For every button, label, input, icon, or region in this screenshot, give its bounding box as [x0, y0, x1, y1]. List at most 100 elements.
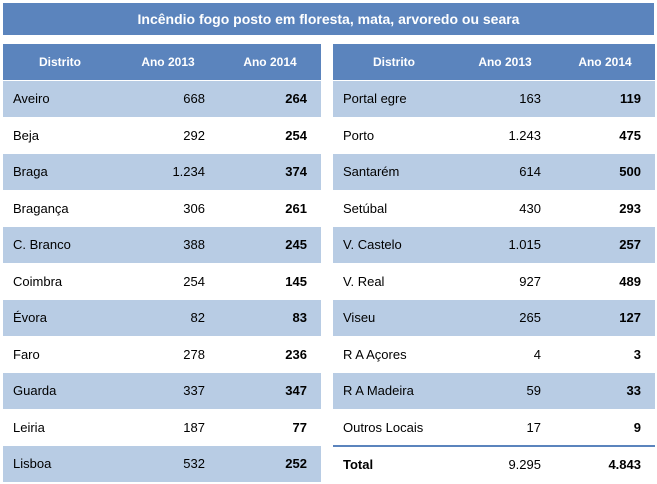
district-cell: Setúbal	[333, 190, 455, 227]
district-cell: V. Castelo	[333, 226, 455, 264]
table-row: Bragança 306 261	[3, 190, 321, 227]
value-2014-cell: 500	[555, 153, 655, 191]
table-row: Coimbra 254 145	[3, 263, 321, 300]
total-row: Total 9.295 4.843	[333, 445, 655, 484]
right-table: Distrito Ano 2013 Ano 2014 Portal egre 1…	[333, 44, 655, 484]
value-2014-cell: 9	[555, 409, 655, 447]
value-2014-cell: 347	[219, 372, 321, 410]
value-2013-cell: 306	[117, 190, 219, 227]
value-2013-cell: 614	[455, 153, 555, 191]
district-cell: Outros Locais	[333, 409, 455, 447]
table-row: V. Castelo 1.015 257	[333, 226, 655, 264]
value-2014-cell: 489	[555, 263, 655, 300]
value-2013-cell: 1.243	[455, 117, 555, 154]
table-title: Incêndio fogo posto em floresta, mata, a…	[3, 3, 654, 35]
value-2013-cell: 187	[117, 409, 219, 446]
value-2013-cell: 59	[455, 372, 555, 410]
district-cell: Aveiro	[3, 80, 117, 118]
district-cell: Coimbra	[3, 263, 117, 300]
value-2013-cell: 82	[117, 299, 219, 337]
table-row: Santarém 614 500	[333, 153, 655, 191]
table-row: R A Açores 4 3	[333, 336, 655, 373]
header-district: Distrito	[333, 44, 455, 81]
right-header-row: Distrito Ano 2013 Ano 2014	[333, 44, 655, 81]
value-2013-cell: 254	[117, 263, 219, 300]
total-label: Total	[333, 445, 455, 484]
table-row: V. Real 927 489	[333, 263, 655, 300]
value-2014-cell: 3	[555, 336, 655, 373]
value-2014-cell: 257	[555, 226, 655, 264]
value-2014-cell: 261	[219, 190, 321, 227]
table-row: C. Branco 388 245	[3, 226, 321, 264]
left-header-row: Distrito Ano 2013 Ano 2014	[3, 44, 321, 81]
value-2013-cell: 17	[455, 409, 555, 447]
table-row: Beja 292 254	[3, 117, 321, 154]
value-2014-cell: 264	[219, 80, 321, 118]
value-2013-cell: 163	[455, 80, 555, 118]
value-2014-cell: 252	[219, 445, 321, 483]
district-cell: Viseu	[333, 299, 455, 337]
district-cell: Braga	[3, 153, 117, 191]
district-cell: Santarém	[333, 153, 455, 191]
header-2014: Ano 2014	[219, 44, 321, 81]
district-cell: C. Branco	[3, 226, 117, 264]
value-2014-cell: 83	[219, 299, 321, 337]
header-2014: Ano 2014	[555, 44, 655, 81]
value-2013-cell: 337	[117, 372, 219, 410]
value-2014-cell: 293	[555, 190, 655, 227]
table-row: R A Madeira 59 33	[333, 372, 655, 410]
value-2013-cell: 927	[455, 263, 555, 300]
district-cell: Faro	[3, 336, 117, 373]
value-2013-cell: 388	[117, 226, 219, 264]
value-2014-cell: 236	[219, 336, 321, 373]
table-row: Viseu 265 127	[333, 299, 655, 337]
table-row: Porto 1.243 475	[333, 117, 655, 154]
left-table: Distrito Ano 2013 Ano 2014 Aveiro 668 26…	[3, 44, 321, 483]
value-2014-cell: 254	[219, 117, 321, 154]
header-district: Distrito	[3, 44, 117, 81]
district-cell: Porto	[333, 117, 455, 154]
value-2014-cell: 119	[555, 80, 655, 118]
value-2013-cell: 1.015	[455, 226, 555, 264]
table-row: Braga 1.234 374	[3, 153, 321, 191]
table-row: Évora 82 83	[3, 299, 321, 337]
table-row: Portal egre 163 119	[333, 80, 655, 118]
district-cell: Bragança	[3, 190, 117, 227]
value-2013-cell: 1.234	[117, 153, 219, 191]
total-2014: 4.843	[555, 445, 655, 484]
district-cell: Guarda	[3, 372, 117, 410]
value-2013-cell: 532	[117, 445, 219, 483]
table-row: Faro 278 236	[3, 336, 321, 373]
value-2013-cell: 278	[117, 336, 219, 373]
value-2014-cell: 374	[219, 153, 321, 191]
district-cell: V. Real	[333, 263, 455, 300]
table-row: Setúbal 430 293	[333, 190, 655, 227]
value-2013-cell: 265	[455, 299, 555, 337]
total-2013: 9.295	[455, 445, 555, 484]
value-2013-cell: 4	[455, 336, 555, 373]
district-cell: R A Açores	[333, 336, 455, 373]
header-2013: Ano 2013	[455, 44, 555, 81]
district-cell: R A Madeira	[333, 372, 455, 410]
district-cell: Évora	[3, 299, 117, 337]
table-row: Lisboa 532 252	[3, 445, 321, 483]
value-2013-cell: 668	[117, 80, 219, 118]
table-row: Outros Locais 17 9	[333, 409, 655, 447]
value-2013-cell: 292	[117, 117, 219, 154]
table-row: Aveiro 668 264	[3, 80, 321, 118]
value-2014-cell: 77	[219, 409, 321, 446]
value-2014-cell: 127	[555, 299, 655, 337]
value-2014-cell: 245	[219, 226, 321, 264]
value-2014-cell: 145	[219, 263, 321, 300]
district-cell: Portal egre	[333, 80, 455, 118]
value-2013-cell: 430	[455, 190, 555, 227]
district-cell: Beja	[3, 117, 117, 154]
table-row: Guarda 337 347	[3, 372, 321, 410]
header-2013: Ano 2013	[117, 44, 219, 81]
district-cell: Lisboa	[3, 445, 117, 483]
value-2014-cell: 475	[555, 117, 655, 154]
value-2014-cell: 33	[555, 372, 655, 410]
table-row: Leiria 187 77	[3, 409, 321, 446]
district-cell: Leiria	[3, 409, 117, 446]
